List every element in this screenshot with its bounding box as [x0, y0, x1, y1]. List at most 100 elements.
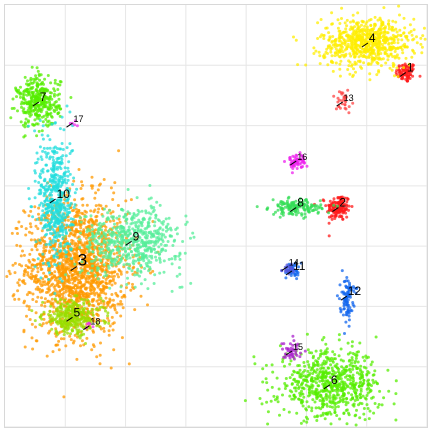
data-point	[30, 98, 34, 102]
data-point	[30, 65, 34, 69]
data-point	[385, 37, 389, 41]
data-point	[85, 230, 89, 233]
data-point	[322, 33, 326, 37]
data-point	[359, 387, 363, 391]
data-point	[43, 77, 47, 81]
data-point	[283, 387, 287, 390]
data-point	[362, 381, 366, 385]
data-point	[136, 243, 140, 247]
data-point	[69, 332, 72, 336]
data-point	[24, 227, 28, 231]
data-point	[93, 278, 97, 282]
data-point	[276, 204, 280, 208]
data-point	[31, 298, 35, 301]
data-point	[69, 96, 73, 99]
data-point	[30, 90, 34, 94]
data-point	[292, 369, 296, 373]
data-point	[16, 289, 20, 293]
data-point	[75, 357, 79, 361]
data-point	[396, 38, 400, 42]
data-point	[255, 205, 259, 209]
data-point	[82, 234, 86, 238]
data-point	[56, 88, 60, 91]
data-point	[18, 244, 22, 248]
data-point	[105, 218, 109, 222]
data-point	[402, 16, 406, 20]
data-point	[290, 382, 294, 386]
data-point	[152, 282, 156, 285]
data-point	[66, 331, 70, 335]
data-point	[304, 383, 308, 387]
data-point	[392, 63, 396, 67]
data-point	[167, 216, 171, 220]
data-point	[360, 372, 364, 376]
data-point	[347, 391, 350, 395]
data-point	[122, 253, 125, 257]
data-point	[311, 379, 315, 383]
data-point	[312, 46, 316, 50]
data-point	[382, 396, 386, 400]
data-point	[20, 279, 24, 283]
data-point	[94, 191, 98, 195]
data-point	[28, 291, 32, 295]
data-point	[11, 97, 15, 101]
data-point	[266, 410, 270, 414]
data-point	[130, 218, 134, 222]
data-point	[243, 399, 247, 403]
data-point	[136, 269, 139, 273]
data-point	[44, 207, 48, 211]
data-point	[343, 21, 347, 25]
data-point	[275, 376, 279, 380]
data-point	[108, 300, 111, 304]
data-point	[348, 382, 352, 386]
data-point	[41, 209, 45, 213]
data-point	[68, 252, 72, 256]
data-point	[318, 62, 322, 66]
data-point	[365, 56, 369, 60]
data-point	[356, 27, 360, 31]
data-point	[307, 365, 311, 369]
data-point	[410, 55, 414, 59]
data-point	[64, 259, 68, 263]
data-point	[61, 175, 65, 179]
data-point	[150, 206, 154, 210]
data-point	[288, 376, 292, 380]
data-point	[120, 208, 123, 211]
data-point	[53, 274, 56, 278]
data-point	[52, 244, 56, 248]
data-point	[170, 289, 174, 293]
data-point	[327, 234, 331, 238]
data-point	[392, 36, 396, 40]
data-point	[338, 196, 341, 200]
data-point	[342, 411, 346, 415]
data-point	[34, 311, 38, 315]
data-point	[53, 78, 57, 82]
data-point	[184, 223, 188, 226]
data-point	[124, 255, 128, 259]
data-point	[35, 96, 39, 100]
data-point	[40, 158, 44, 161]
data-point	[79, 255, 83, 259]
data-point	[364, 354, 368, 358]
data-point	[133, 273, 137, 277]
data-point	[91, 264, 94, 268]
data-point	[26, 273, 30, 277]
data-point	[355, 367, 359, 371]
data-point	[378, 28, 382, 31]
data-point	[66, 201, 70, 205]
data-point	[383, 26, 387, 30]
data-point	[339, 347, 343, 351]
data-point	[32, 80, 36, 84]
data-point	[53, 92, 56, 96]
data-point	[331, 35, 335, 38]
data-point	[76, 262, 79, 266]
data-point	[74, 229, 78, 233]
data-point	[266, 422, 270, 426]
data-point	[89, 283, 93, 287]
data-point	[76, 324, 80, 328]
data-point	[422, 26, 426, 30]
data-point	[68, 271, 72, 275]
data-point	[56, 112, 60, 116]
data-point	[47, 97, 51, 101]
data-point	[303, 212, 307, 216]
